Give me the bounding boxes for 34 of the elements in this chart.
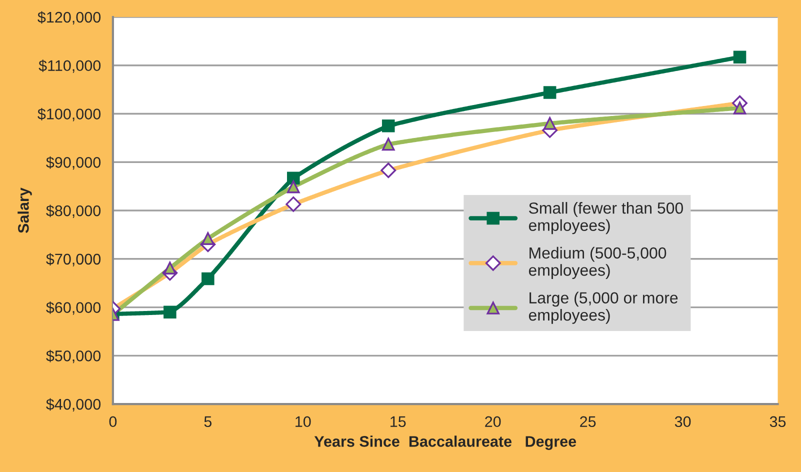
y-tick-label: $70,000 xyxy=(46,253,101,266)
y-tick-label: $40,000 xyxy=(46,398,101,412)
x-tick-label: 15 xyxy=(390,416,406,428)
point xyxy=(287,172,300,184)
point xyxy=(202,232,214,245)
legend-label: Small (fewer than 500 employees) xyxy=(528,202,683,234)
y-tick-label: $50,000 xyxy=(46,350,101,364)
y-tick-label: $60,000 xyxy=(46,301,101,315)
x-tick-label: 30 xyxy=(674,416,691,428)
point xyxy=(287,180,300,194)
legend-label: Medium (500-5,000 employees) xyxy=(528,246,666,279)
point xyxy=(164,306,176,318)
y-tick-label: $90,000 xyxy=(46,156,101,170)
point xyxy=(733,102,746,114)
x-axis-title: Years Since Baccalaureate Degree xyxy=(314,436,576,450)
point xyxy=(543,86,556,99)
point xyxy=(164,262,176,274)
point xyxy=(202,272,214,286)
y-tick-label: $80,000 xyxy=(46,204,101,218)
x-tick-label: 35 xyxy=(770,416,786,428)
y-tick-label: $120,000 xyxy=(38,11,101,24)
point xyxy=(733,50,746,64)
point xyxy=(382,119,395,132)
x-tick-label: 10 xyxy=(296,416,311,428)
y-tick-label: $110,000 xyxy=(38,60,101,73)
legend-label: Large (5,000 or more employees) xyxy=(528,292,678,324)
x-tick-label: 20 xyxy=(485,416,501,428)
y-tick-label: $100,000 xyxy=(38,108,101,122)
x-tick-label: 25 xyxy=(580,416,596,428)
point xyxy=(543,117,556,130)
x-tick-label: 5 xyxy=(204,416,212,428)
x-tick-label: 0 xyxy=(109,416,117,428)
y-axis-title: Salary xyxy=(18,188,32,234)
point xyxy=(382,138,395,151)
